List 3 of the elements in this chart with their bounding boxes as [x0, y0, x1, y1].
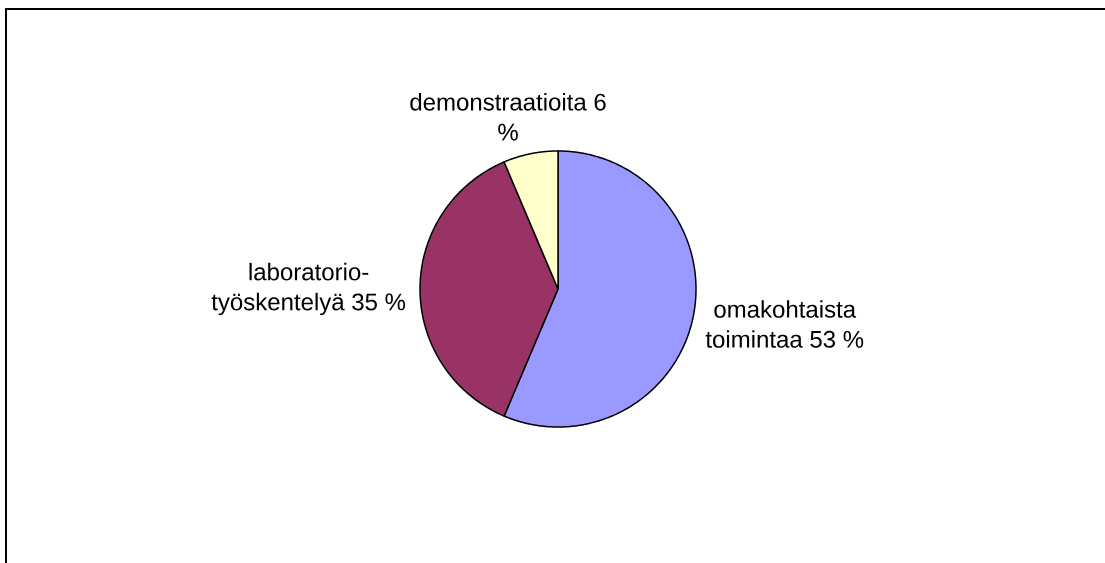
slice-label: demonstraatioita 6 %: [410, 93, 606, 141]
slice-label: laboratorio-työskentelyä 35 %: [211, 262, 406, 316]
slice-label: omakohtaista toimintaa 53 %: [705, 300, 864, 348]
